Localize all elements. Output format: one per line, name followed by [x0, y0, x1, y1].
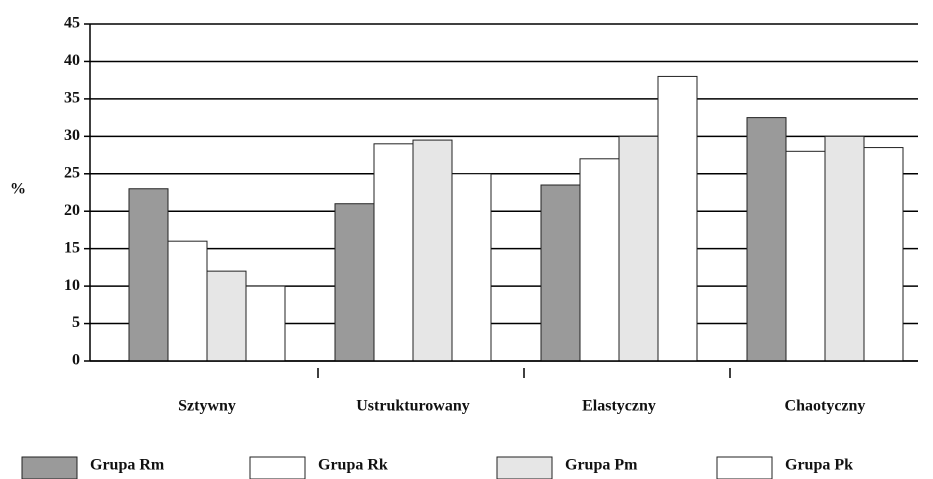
bar [451, 173, 492, 362]
bar [412, 139, 453, 362]
bar [824, 135, 865, 362]
y-axis-label: % [10, 181, 26, 198]
bar [540, 184, 581, 362]
legend-swatch [496, 456, 553, 479]
legend-label: Grupa Rm [90, 457, 165, 474]
bar [579, 158, 620, 362]
y-tick-label: 25 [64, 164, 80, 181]
y-tick-label: 0 [72, 352, 80, 369]
bar [373, 143, 414, 362]
legend-label: Grupa Rk [318, 457, 388, 474]
bar [167, 240, 208, 362]
bar [128, 188, 169, 362]
x-tick-label: Sztywny [178, 398, 236, 415]
x-tick-label: Chaotyczny [785, 398, 866, 415]
y-tick-label: 35 [64, 90, 80, 107]
y-tick-label: 5 [72, 314, 80, 331]
bar [245, 285, 286, 362]
bar [657, 75, 698, 362]
x-tick-label: Elastyczny [582, 398, 656, 415]
y-tick-label: 30 [64, 127, 80, 144]
bar [334, 203, 375, 362]
bar [863, 147, 904, 362]
legend-label: Grupa Pk [785, 457, 853, 474]
x-tick-label: Ustrukturowany [356, 398, 470, 415]
bar [785, 150, 826, 362]
bar [618, 135, 659, 362]
y-tick-label: 15 [64, 239, 80, 256]
legend-label: Grupa Pm [565, 457, 638, 474]
y-tick-label: 20 [64, 202, 80, 219]
legend-swatch [716, 456, 773, 479]
bar [746, 117, 787, 362]
bar [206, 270, 247, 362]
legend-swatch [21, 456, 78, 479]
y-tick-label: 40 [64, 52, 80, 69]
y-tick-label: 10 [64, 277, 80, 294]
legend-swatch [249, 456, 306, 479]
y-tick-label: 45 [64, 15, 80, 32]
